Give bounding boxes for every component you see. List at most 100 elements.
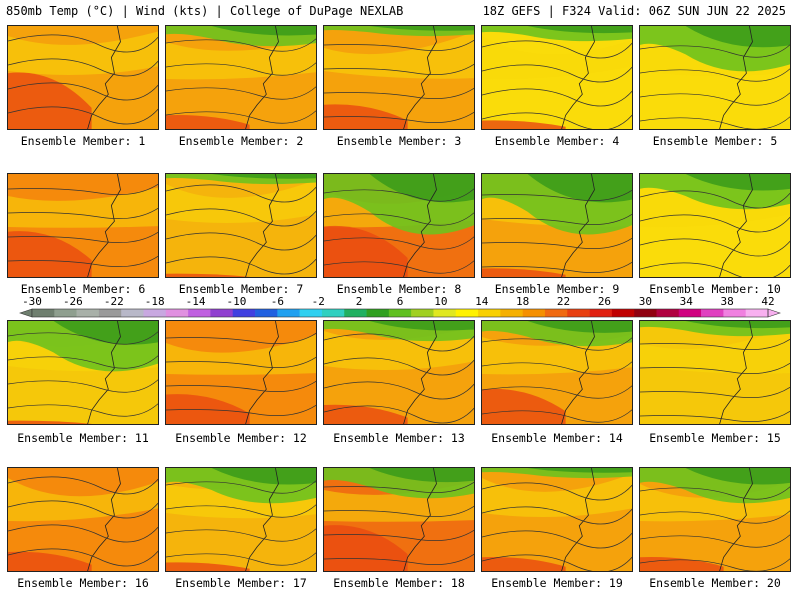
height-contour: [482, 482, 632, 501]
height-contour: [482, 189, 632, 201]
height-contour: [324, 188, 474, 202]
height-contour: [8, 403, 158, 417]
height-contour: [482, 88, 632, 107]
coastline: [245, 321, 279, 424]
ensemble-map-panel: [323, 467, 475, 572]
height-contour: [166, 528, 316, 542]
height-contour: [166, 380, 316, 392]
ensemble-map-panel: [165, 320, 317, 425]
hot-air-region: [8, 72, 92, 129]
ensemble-member-label: Ensemble Member: 13: [333, 431, 465, 445]
ensemble-map-panel: [7, 467, 159, 572]
height-contour: [166, 62, 316, 76]
warm-transition-band: [8, 187, 158, 228]
coastline: [245, 26, 279, 129]
height-contour: [8, 58, 158, 77]
coastline: [87, 468, 121, 571]
height-contour: [166, 356, 316, 368]
ensemble-member-label: Ensemble Member: 15: [649, 431, 781, 445]
temperature-field-map: [8, 26, 158, 129]
height-contour: [482, 361, 632, 375]
warm-transition-band: [324, 31, 474, 79]
temperature-field-map: [8, 174, 158, 277]
hot-air-region: [482, 388, 566, 424]
colorbar-segment: [701, 309, 724, 317]
height-contour: [324, 481, 474, 493]
temperature-field-map: [166, 468, 316, 571]
height-contour: [640, 238, 790, 257]
hot-air-region: [166, 273, 250, 277]
height-contour: [8, 183, 158, 195]
height-contour: [8, 548, 158, 567]
ensemble-member-label: Ensemble Member: 3: [336, 134, 462, 148]
colorbar-segment: [299, 309, 323, 317]
coastline: [561, 468, 595, 571]
height-contour: [8, 331, 158, 345]
colorbar-segment: [500, 309, 523, 317]
ensemble-member-label: Ensemble Member: 9: [494, 282, 620, 296]
height-contour: [324, 381, 474, 400]
colorbar-segment: [32, 309, 55, 317]
height-contour: [166, 480, 316, 494]
warm-transition-band: [640, 326, 790, 374]
height-contour: [640, 338, 790, 350]
colorbar-segment: [656, 309, 680, 317]
height-contour: [324, 529, 474, 541]
height-contour: [8, 82, 158, 101]
ensemble-member-label: Ensemble Member: 7: [178, 282, 304, 296]
height-contour: [166, 256, 316, 275]
height-contour: [166, 208, 316, 227]
colorbar-segment: [634, 309, 657, 317]
map-title: 850mb Temp (°C) | Wind (kts) | College o…: [6, 4, 404, 18]
ensemble-member-label: Ensemble Member: 11: [17, 431, 149, 445]
height-contour: [8, 476, 158, 495]
height-contour: [640, 92, 790, 106]
colorbar-segment: [678, 309, 702, 317]
height-contour: [8, 355, 158, 369]
temperature-field-map: [482, 468, 632, 571]
colorbar-segment: [143, 309, 167, 317]
temperature-field-map: [640, 321, 790, 424]
height-contour: [640, 262, 790, 277]
height-contour: [640, 68, 790, 82]
hot-air-region: [8, 551, 92, 571]
cold-air-core: [527, 468, 632, 473]
cold-air-core: [685, 321, 790, 329]
colorbar-segment: [478, 309, 501, 317]
colorbar-segment: [344, 309, 367, 317]
colorbar-segment: [745, 309, 769, 317]
colorbar-segment: [455, 309, 479, 317]
height-contour: [8, 500, 158, 519]
colorbar-svg: [19, 308, 781, 318]
height-contour: [640, 116, 790, 129]
height-contour: [166, 552, 316, 566]
warm-transition-band: [166, 39, 316, 80]
ensemble-member-label: Ensemble Member: 6: [20, 282, 146, 296]
height-contour: [482, 506, 632, 525]
colorbar-segment: [210, 309, 234, 317]
height-contour: [166, 110, 316, 124]
colorbar-tick-label: 14: [475, 295, 489, 308]
colorbar-segment: [76, 309, 100, 317]
temperature-field-map: [482, 174, 632, 277]
height-contour: [8, 524, 158, 543]
warm-transition-band: [482, 473, 632, 517]
ensemble-member-label: Ensemble Member: 12: [175, 431, 307, 445]
hot-air-region: [166, 394, 250, 424]
colorbar-tick-label: -10: [226, 295, 247, 308]
hot-air-region: [8, 231, 92, 277]
ensemble-member-label: Ensemble Member: 1: [20, 134, 146, 148]
coastline: [403, 174, 437, 277]
cold-air-core: [369, 26, 474, 31]
height-contour: [324, 260, 474, 274]
coastline: [561, 26, 595, 129]
height-contour: [324, 212, 474, 226]
colorbar-right-arrow: [767, 308, 781, 318]
temperature-field-map: [640, 174, 790, 277]
temperature-field-map: [324, 321, 474, 424]
ensemble-map-panel: [165, 467, 317, 572]
hot-air-region: [482, 268, 566, 277]
ensemble-map-panel: [639, 467, 791, 572]
ensemble-map-panel: [639, 320, 791, 425]
colorbar-tick-label: -6: [270, 295, 284, 308]
